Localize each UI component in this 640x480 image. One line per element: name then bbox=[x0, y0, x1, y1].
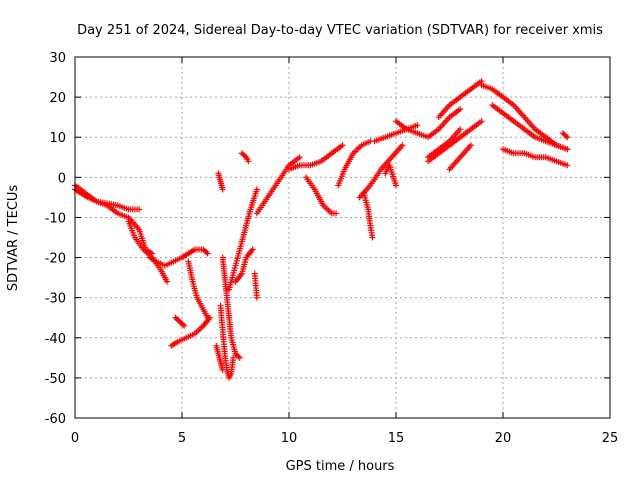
series-sat-k bbox=[219, 254, 243, 361]
y-tick-label: 10 bbox=[49, 131, 66, 146]
series-sat-o bbox=[238, 150, 252, 165]
series-sat-ag bbox=[559, 130, 571, 141]
data-point bbox=[369, 234, 376, 241]
series-sat-r bbox=[286, 142, 346, 173]
data-point bbox=[457, 126, 464, 133]
data-point bbox=[564, 134, 571, 141]
series-sat-af bbox=[382, 162, 399, 189]
series-sat-n bbox=[215, 170, 226, 193]
x-tick-label: 25 bbox=[602, 431, 619, 446]
series-sat-ad bbox=[446, 142, 474, 173]
data-point bbox=[204, 250, 211, 257]
y-tick-label: -40 bbox=[45, 332, 66, 347]
y-tick-label: -30 bbox=[45, 292, 66, 307]
x-axis-label: GPS time / hours bbox=[286, 459, 395, 474]
series-sat-s bbox=[303, 174, 340, 217]
series-sat-v bbox=[356, 142, 406, 201]
chart-title: Day 251 of 2024, Sidereal Day-to-day VTE… bbox=[77, 23, 603, 38]
y-tick-label: -20 bbox=[45, 252, 66, 267]
data-point bbox=[219, 186, 226, 193]
series-sat-f bbox=[172, 314, 188, 329]
series-sat-z bbox=[435, 78, 485, 121]
y-tick-label: -50 bbox=[45, 372, 66, 387]
y-tick-label: 30 bbox=[49, 51, 66, 66]
series-sat-m bbox=[226, 186, 260, 293]
data-point bbox=[230, 354, 237, 361]
plot-frame bbox=[74, 56, 611, 419]
data-point bbox=[236, 354, 243, 361]
data-point bbox=[249, 246, 256, 253]
grid-layer bbox=[75, 57, 610, 418]
series-sat-h bbox=[185, 258, 211, 321]
series-sat-j bbox=[217, 302, 237, 381]
x-tick-label: 20 bbox=[495, 431, 512, 446]
x-tick-label: 15 bbox=[388, 431, 405, 446]
tick-layer bbox=[74, 56, 611, 419]
series-sat-ab bbox=[500, 146, 571, 169]
data-point bbox=[296, 154, 303, 161]
data-point bbox=[253, 186, 260, 193]
series-sat-l bbox=[232, 246, 256, 285]
series-sat-q bbox=[253, 154, 303, 217]
data-point bbox=[245, 158, 252, 165]
series-sat-g bbox=[179, 246, 211, 261]
data-point bbox=[339, 142, 346, 149]
y-tick-label: 20 bbox=[49, 91, 66, 106]
data-point bbox=[467, 142, 474, 149]
y-tick-label: -10 bbox=[45, 211, 66, 226]
data-point bbox=[457, 106, 464, 113]
label-layer: 0 5 10 15 20 25 30 20 10 0 -10 -20 -30 -40 -50 -60 bbox=[45, 51, 619, 446]
x-tick-label: 10 bbox=[281, 431, 298, 446]
x-tick-label: 0 bbox=[71, 431, 79, 446]
data-point bbox=[164, 278, 171, 285]
series-sat-p bbox=[251, 270, 260, 301]
y-tick-label: -60 bbox=[45, 412, 66, 427]
data-point bbox=[204, 314, 211, 321]
y-axis-label: SDTVAR / TECUs bbox=[6, 185, 21, 292]
series-sat-d bbox=[146, 254, 185, 269]
data-point bbox=[393, 182, 399, 189]
series-sat-x bbox=[393, 106, 464, 141]
data-point bbox=[181, 322, 188, 329]
data-point bbox=[414, 122, 421, 129]
data-point bbox=[399, 142, 406, 149]
data-point bbox=[333, 210, 340, 217]
data-point bbox=[478, 118, 485, 125]
series-sat-ac bbox=[489, 102, 571, 153]
data-point bbox=[564, 162, 571, 169]
data-point bbox=[253, 294, 260, 301]
data-point bbox=[564, 146, 571, 153]
points-layer bbox=[72, 78, 571, 381]
x-tick-label: 5 bbox=[178, 431, 186, 446]
y-tick-label: 0 bbox=[58, 171, 66, 186]
series-sat-ae bbox=[425, 126, 464, 161]
series-sat-i bbox=[213, 342, 226, 373]
series-sat-u bbox=[360, 190, 376, 241]
series-sat-t bbox=[335, 138, 374, 189]
data-point bbox=[136, 206, 143, 213]
